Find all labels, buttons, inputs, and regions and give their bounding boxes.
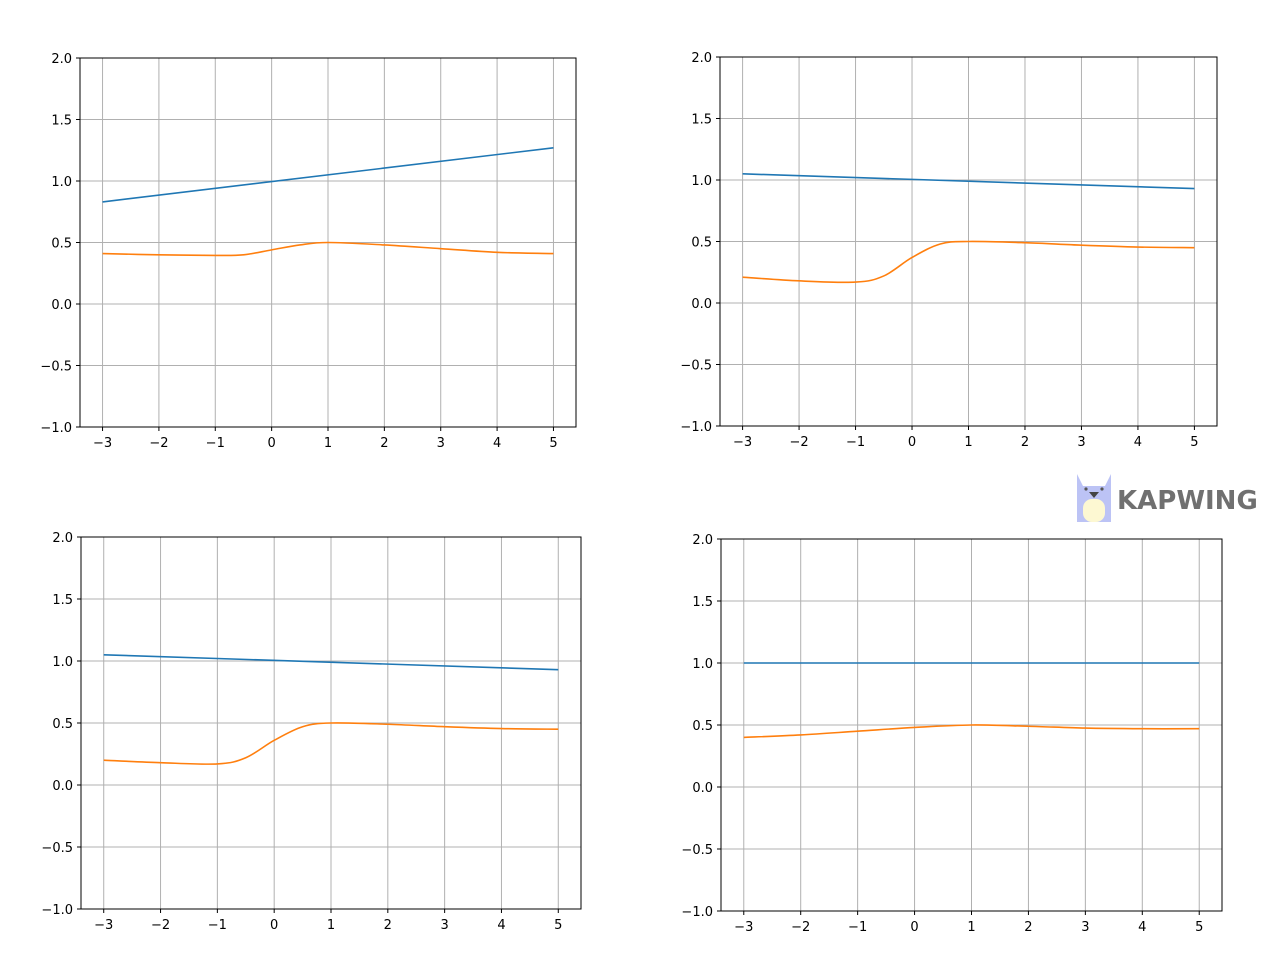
x-tick-label: 0 — [910, 920, 918, 935]
y-tick-label: 0.5 — [691, 236, 712, 251]
x-tick-label: 1 — [324, 436, 332, 451]
x-tick-label: 3 — [437, 436, 445, 451]
y-tick-label: 0.0 — [692, 781, 713, 796]
series-line-2 — [743, 724, 1200, 739]
x-tick-label: −3 — [93, 436, 112, 451]
x-tick-label: 3 — [1077, 435, 1085, 450]
y-tick-label: 2.0 — [51, 52, 72, 67]
x-tick-label: 1 — [967, 920, 975, 935]
x-tick-label: −2 — [149, 436, 168, 451]
x-tick-label: −2 — [791, 920, 810, 935]
x-tick-label: −2 — [151, 918, 170, 933]
series-line-2 — [742, 240, 1195, 284]
y-tick-label: −0.5 — [41, 841, 73, 856]
y-tick-label: 1.0 — [52, 655, 73, 670]
x-tick-label: 5 — [549, 436, 557, 451]
x-tick-label: −2 — [789, 435, 808, 450]
x-tick-label: 1 — [964, 435, 972, 450]
x-tick-label: 0 — [908, 435, 916, 450]
subplot-2: −3 −2 −1 0 1 2 3 4 5 −1.0 −0.5 0.0 0.5 1.0 1.5 2.0 — [680, 51, 1218, 450]
y-tick-label: 1.5 — [692, 595, 713, 610]
x-tick-label: 4 — [1138, 920, 1146, 935]
x-tick-label: 2 — [1024, 920, 1032, 935]
y-tick-label: 1.0 — [692, 657, 713, 672]
subplot-3: −3 −2 −1 0 1 2 3 4 5 −1.0 −0.5 0.0 0.5 1.0 1.5 2.0 — [41, 531, 582, 933]
x-tick-label: −1 — [206, 436, 225, 451]
watermark: KAPWING — [1077, 474, 1258, 522]
y-tick-label: −1.0 — [40, 421, 72, 436]
y-tick-label: 1.5 — [52, 593, 73, 608]
subplot-4: −3 −2 −1 0 1 2 3 4 5 −1.0 −0.5 0.0 0.5 1.0 1.5 2.0 — [681, 533, 1223, 935]
y-tick-label: 0.5 — [51, 237, 72, 252]
y-tick-label: −0.5 — [40, 360, 72, 375]
y-tick-label: 0.5 — [692, 719, 713, 734]
y-tick-label: 2.0 — [691, 51, 712, 66]
y-tick-label: −1.0 — [41, 903, 73, 918]
subplot-1: −3 −2 −1 0 1 2 3 4 5 −1.0 −0.5 0.0 0.5 1.0 1.5 2.0 — [40, 52, 577, 451]
y-tick-label: −0.5 — [681, 843, 713, 858]
x-tick-label: 2 — [384, 918, 392, 933]
x-tick-label: −3 — [733, 435, 752, 450]
x-tick-label: 4 — [493, 436, 501, 451]
x-tick-label: −1 — [846, 435, 865, 450]
x-tick-label: 5 — [554, 918, 562, 933]
x-tick-label: −3 — [94, 918, 113, 933]
watermark-text: KAPWING — [1117, 486, 1258, 516]
y-tick-label: 1.5 — [691, 113, 712, 128]
y-tick-label: 0.0 — [52, 779, 73, 794]
y-tick-label: −1.0 — [680, 420, 712, 435]
x-tick-label: 3 — [1081, 920, 1089, 935]
y-tick-label: 0.0 — [51, 298, 72, 313]
series-line-1 — [102, 146, 554, 203]
series-line-1 — [103, 654, 559, 671]
x-tick-label: −3 — [734, 920, 753, 935]
axes-frame — [719, 56, 1218, 427]
x-tick-label: 2 — [1021, 435, 1029, 450]
y-tick-label: −1.0 — [681, 905, 713, 920]
x-tick-label: −1 — [208, 918, 227, 933]
y-tick-label: 2.0 — [692, 533, 713, 548]
axes-frame — [80, 536, 582, 910]
y-tick-label: 2.0 — [52, 531, 73, 546]
x-tick-label: 1 — [327, 918, 335, 933]
x-tick-label: 0 — [270, 918, 278, 933]
y-tick-label: 1.5 — [51, 114, 72, 129]
axes-frame — [720, 538, 1223, 912]
series-line-1 — [742, 173, 1195, 190]
kapwing-cat-logo-icon — [1077, 474, 1111, 522]
x-tick-label: 3 — [440, 918, 448, 933]
x-tick-label: 4 — [1134, 435, 1142, 450]
axes-frame — [79, 57, 577, 428]
y-tick-label: 0.0 — [691, 297, 712, 312]
y-tick-label: 1.0 — [691, 174, 712, 189]
x-tick-label: −1 — [848, 920, 867, 935]
x-tick-label: 5 — [1195, 920, 1203, 935]
x-tick-label: 2 — [380, 436, 388, 451]
series-line-2 — [102, 241, 554, 257]
x-tick-label: 0 — [267, 436, 275, 451]
y-tick-label: −0.5 — [680, 359, 712, 374]
x-tick-label: 4 — [497, 918, 505, 933]
y-tick-label: 0.5 — [52, 717, 73, 732]
series-line-2 — [103, 722, 559, 765]
y-tick-label: 1.0 — [51, 175, 72, 190]
x-tick-label: 5 — [1190, 435, 1198, 450]
